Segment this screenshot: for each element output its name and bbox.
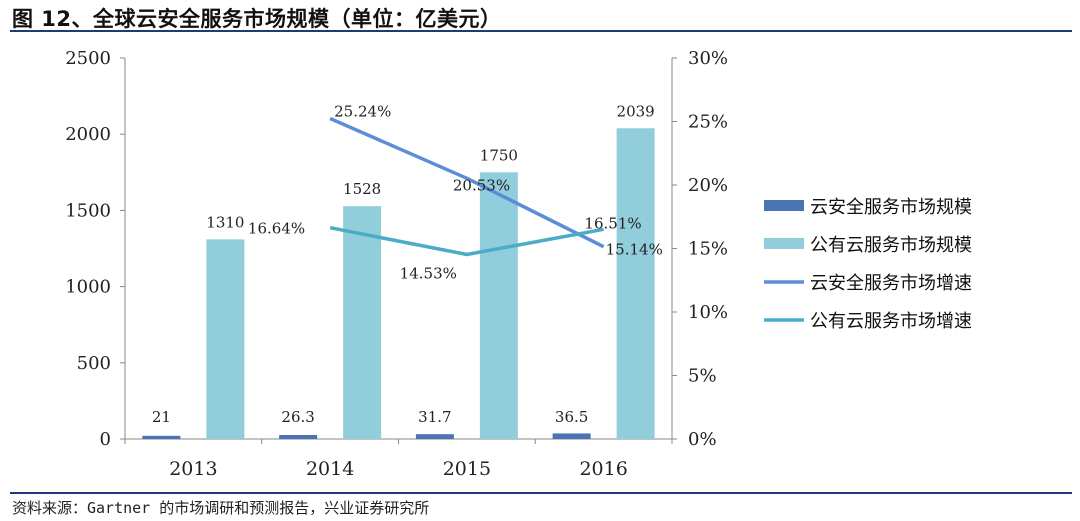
bar-data-label: 26.3 [281, 408, 314, 426]
line-data-label: 25.24% [334, 102, 391, 120]
y-left-tick-label: 0 [100, 429, 111, 450]
bar-data-label: 31.7 [418, 408, 451, 426]
x-tick-label: 2015 [443, 458, 491, 480]
line-public-cloud-growth [329, 225, 604, 257]
line-data-label: 16.64% [248, 220, 305, 238]
x-tick-label: 2013 [169, 458, 217, 480]
legend-label: 云安全服务市场规模 [810, 197, 972, 218]
bar-security [279, 434, 318, 439]
bar-security [552, 433, 591, 439]
x-tick-label: 2016 [579, 458, 627, 480]
bar-data-label: 1310 [206, 213, 244, 231]
bar-data-label: 1528 [343, 180, 381, 198]
y-right-tick-label: 5% [688, 366, 717, 387]
bar-public-cloud [479, 172, 518, 440]
legend-swatch [764, 238, 804, 249]
y-left-tick-label: 500 [77, 353, 111, 374]
y-right-tick-label: 25% [688, 112, 728, 133]
figure-title: 图 12、全球云安全服务市场规模（单位：亿美元） [12, 7, 502, 31]
bar-data-label: 2039 [617, 102, 655, 120]
top-rule [10, 30, 1072, 32]
source-note: 资料来源：Gartner 的市场调研和预测报告，兴业证券研究所 [12, 499, 430, 517]
bar-public-cloud [206, 239, 245, 439]
line-data-label: 20.53% [453, 176, 510, 194]
y-right-tick-label: 15% [688, 239, 728, 260]
x-tick-label: 2014 [306, 458, 354, 480]
y-right-tick-label: 10% [688, 302, 728, 323]
line-data-label: 14.53% [400, 264, 457, 282]
bottom-rule [10, 492, 1072, 494]
legend-swatch [764, 200, 804, 211]
bar-data-label: 21 [152, 408, 171, 426]
line-data-label: 16.51% [584, 214, 641, 232]
y-left-tick-label: 1000 [65, 277, 111, 298]
legend-label: 公有云服务市场增速 [810, 311, 972, 332]
y-left-tick-label: 1500 [65, 200, 111, 221]
line-security-growth [329, 116, 605, 249]
bar-security [415, 434, 454, 439]
y-right-tick-label: 20% [688, 175, 728, 196]
y-left-tick-label: 2000 [65, 124, 111, 145]
bar-public-cloud [616, 128, 655, 439]
y-left-tick-label: 2500 [65, 48, 111, 69]
bar-security [142, 435, 181, 439]
legend-label: 云安全服务市场增速 [810, 273, 972, 294]
line-data-label: 15.14% [606, 241, 663, 259]
bar-data-label: 36.5 [555, 408, 588, 426]
y-right-tick-label: 30% [688, 48, 728, 69]
bar-public-cloud [343, 206, 382, 439]
bar-data-label: 1750 [480, 146, 518, 164]
y-right-tick-label: 0% [688, 429, 717, 450]
legend-label: 公有云服务市场规模 [810, 235, 972, 256]
